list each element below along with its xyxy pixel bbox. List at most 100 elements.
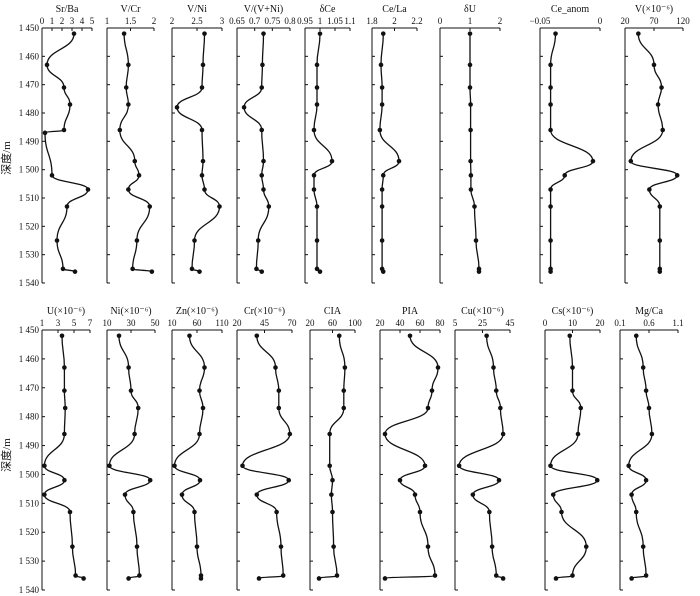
panel-title: δCe bbox=[320, 4, 336, 15]
x-tick-label: 30 bbox=[127, 318, 137, 328]
x-tick-label: 0.8 bbox=[284, 16, 296, 26]
data-point bbox=[274, 509, 279, 515]
data-point bbox=[135, 405, 141, 411]
data-point bbox=[314, 266, 320, 272]
data-point bbox=[643, 573, 649, 578]
data-point bbox=[548, 204, 553, 209]
data-point bbox=[489, 544, 495, 549]
data-point bbox=[199, 173, 205, 178]
x-tick-label: 1 bbox=[105, 16, 110, 26]
data-point bbox=[640, 365, 646, 370]
x-tick-label: 10 bbox=[103, 318, 113, 328]
data-point bbox=[487, 509, 492, 515]
data-point bbox=[382, 431, 388, 437]
x-tick-label: 5 bbox=[90, 16, 95, 26]
panel-title: Mg/Ca bbox=[635, 306, 663, 317]
x-tick-label: 2 bbox=[170, 16, 175, 26]
data-point bbox=[261, 31, 266, 36]
series-line bbox=[243, 33, 270, 272]
data-point bbox=[468, 173, 474, 178]
data-point bbox=[314, 204, 320, 209]
data-point bbox=[330, 477, 335, 483]
data-point bbox=[379, 238, 385, 243]
data-point bbox=[149, 269, 155, 274]
data-point bbox=[59, 333, 65, 339]
data-point bbox=[329, 492, 334, 497]
y-tick-label: 1 490 bbox=[19, 441, 40, 451]
y-tick-label: 1 490 bbox=[19, 136, 40, 146]
data-point bbox=[278, 544, 284, 549]
data-point bbox=[147, 477, 153, 483]
panel-title: Zn(×10⁻⁶) bbox=[176, 306, 218, 317]
data-point bbox=[548, 127, 553, 133]
data-point bbox=[660, 127, 665, 133]
data-point bbox=[562, 173, 568, 178]
data-point bbox=[647, 187, 652, 192]
data-point bbox=[317, 31, 323, 36]
data-point bbox=[327, 463, 332, 469]
data-point bbox=[179, 492, 185, 497]
data-point bbox=[657, 269, 663, 274]
series-line bbox=[549, 335, 598, 580]
data-point bbox=[197, 388, 202, 393]
data-point bbox=[548, 238, 553, 243]
x-tick-label: 1.5 bbox=[125, 16, 137, 26]
data-point bbox=[60, 266, 66, 272]
data-point bbox=[578, 405, 584, 411]
x-tick-label: 0 bbox=[543, 318, 548, 328]
data-point bbox=[202, 365, 207, 370]
data-point bbox=[241, 105, 247, 110]
series-line bbox=[630, 33, 678, 272]
data-point bbox=[491, 365, 496, 370]
x-tick-label: 3 bbox=[220, 16, 225, 26]
data-point bbox=[147, 204, 153, 209]
x-tick-label: 1.1 bbox=[672, 318, 683, 328]
data-point bbox=[261, 158, 266, 164]
y-tick-label: 1 540 bbox=[19, 278, 40, 288]
profile-panel: Sr/Ba 0 1 2 3 4 5 1 450 1 460 1 470 1 480 1 490 1 50… bbox=[19, 4, 95, 288]
data-point bbox=[553, 31, 558, 36]
data-point bbox=[81, 576, 86, 581]
data-point bbox=[126, 576, 131, 581]
data-point bbox=[259, 127, 265, 133]
data-point bbox=[456, 463, 462, 469]
profile-panel: V/(V+Ni)0.65 0.7 0.75 0.8 bbox=[229, 4, 296, 284]
data-point bbox=[379, 102, 385, 107]
data-point bbox=[192, 509, 197, 515]
profile-panel: PIA 20 40 60 80 bbox=[376, 306, 445, 591]
data-point bbox=[329, 158, 335, 164]
data-point bbox=[473, 238, 479, 243]
y-tick-label: 1 480 bbox=[19, 108, 40, 118]
data-point bbox=[107, 463, 112, 469]
data-point bbox=[570, 365, 575, 370]
x-tick-label: 2 bbox=[152, 16, 157, 26]
data-point bbox=[417, 509, 423, 515]
data-point bbox=[570, 573, 575, 578]
profile-panel: Ce_anom−0.05 0 bbox=[530, 4, 603, 284]
x-tick-label: 40 bbox=[396, 318, 406, 328]
data-point bbox=[311, 127, 317, 133]
data-point bbox=[128, 388, 134, 393]
data-point bbox=[261, 187, 266, 192]
x-tick-label: 0 bbox=[598, 16, 603, 26]
data-point bbox=[342, 365, 348, 370]
data-point bbox=[643, 477, 649, 483]
data-point bbox=[378, 62, 384, 68]
data-point bbox=[202, 31, 207, 36]
data-point bbox=[422, 463, 428, 469]
data-point bbox=[314, 238, 320, 243]
data-point bbox=[498, 405, 503, 411]
data-point bbox=[468, 187, 474, 192]
data-point bbox=[643, 388, 649, 393]
profile-panel: Ni(×10⁻⁶)10 30 50 bbox=[103, 306, 160, 591]
x-tick-label: 20 bbox=[306, 318, 316, 328]
y-tick-label: 1 450 bbox=[19, 23, 40, 33]
data-point bbox=[126, 102, 131, 107]
x-tick-label: 0.65 bbox=[229, 16, 245, 26]
data-point bbox=[134, 238, 140, 243]
x-tick-label: 70 bbox=[288, 318, 298, 328]
data-point bbox=[435, 365, 441, 370]
data-point bbox=[240, 463, 245, 469]
x-tick-label: 100 bbox=[348, 318, 362, 328]
x-tick-label: 110 bbox=[215, 318, 229, 328]
